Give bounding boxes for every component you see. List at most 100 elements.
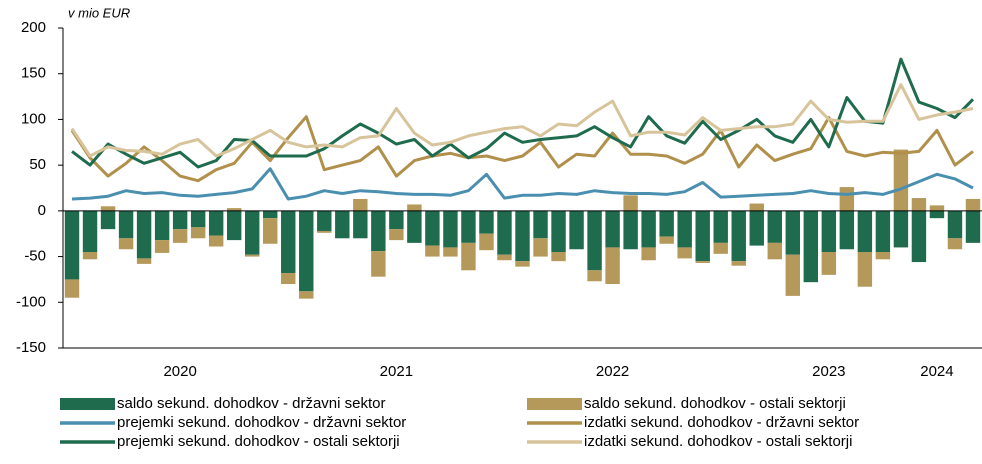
bar [713, 210, 728, 243]
bar [785, 254, 801, 296]
bar [749, 210, 764, 246]
unit-label: v mio EUR [68, 5, 130, 20]
bar [64, 210, 80, 280]
bar [208, 210, 224, 236]
bar [803, 210, 819, 283]
bar [154, 210, 170, 241]
bar [190, 227, 206, 239]
bar [911, 198, 927, 211]
bar [515, 261, 530, 267]
bar [389, 229, 404, 241]
bar [569, 210, 584, 250]
bar [929, 210, 945, 219]
bar [335, 210, 350, 239]
bar [767, 242, 782, 260]
bar [154, 240, 170, 253]
bar [244, 210, 260, 255]
bar [389, 210, 404, 230]
line [70, 83, 974, 158]
bar [695, 261, 710, 263]
bar [407, 210, 422, 243]
bar [172, 210, 188, 230]
bar [731, 210, 746, 262]
bar [533, 238, 548, 257]
y-tick-label: 200 [21, 19, 46, 36]
bar [479, 210, 494, 234]
bar [641, 247, 656, 261]
y-tick-label: 50 [29, 156, 46, 173]
bar [677, 247, 692, 259]
bar [299, 291, 314, 299]
bar [497, 254, 512, 261]
bar [965, 210, 981, 243]
bar [461, 210, 476, 243]
bar [623, 195, 638, 211]
bar [533, 210, 548, 239]
bar [281, 273, 296, 284]
bar [677, 210, 692, 248]
legend-label: izdatki sekund. dohodkov - ostali sektor… [584, 433, 852, 450]
bar [713, 242, 728, 254]
bar [190, 210, 206, 228]
y-tick-label: -50 [24, 248, 46, 265]
bar [605, 210, 620, 248]
bar [82, 252, 98, 260]
bar [317, 230, 332, 233]
bar [641, 210, 656, 248]
bar [551, 252, 566, 262]
x-tick-label: 2023 [812, 363, 845, 380]
bar [551, 210, 566, 252]
bar [425, 210, 440, 246]
line [70, 115, 974, 183]
bar [947, 210, 963, 239]
bar [281, 210, 296, 274]
bar [749, 203, 764, 211]
bar [371, 251, 386, 277]
bar [659, 210, 674, 237]
legend-label: prejemki sekund. dohodkov - državni sekt… [117, 414, 406, 431]
bar [839, 187, 855, 211]
bar [839, 210, 855, 250]
x-tick-label: 2021 [380, 363, 413, 380]
legend-label: izdatki sekund. dohodkov - državni sekto… [584, 414, 859, 431]
legend-swatch [60, 398, 115, 410]
y-tick-label: 100 [21, 110, 46, 127]
bar [353, 210, 368, 239]
bar [172, 229, 188, 243]
bar [100, 206, 116, 211]
bar [425, 245, 440, 257]
bar [118, 210, 134, 239]
y-tick-label: -150 [16, 339, 46, 356]
bar [857, 210, 873, 252]
y-tick-label: 0 [38, 202, 46, 219]
bar [767, 210, 782, 243]
bar [695, 210, 710, 262]
line [71, 167, 974, 201]
bar [911, 210, 927, 263]
bar [605, 247, 620, 284]
bar [587, 270, 602, 282]
bar [947, 238, 963, 250]
bar [479, 233, 494, 251]
bar [497, 210, 512, 255]
bar [875, 252, 891, 260]
x-tick-label: 2022 [596, 363, 629, 380]
legend-label: saldo sekund. dohodkov - ostali sektorji [584, 395, 846, 412]
bar [821, 210, 837, 252]
bar [443, 247, 458, 257]
bar [587, 210, 602, 271]
bar [118, 238, 134, 250]
legend-label: saldo sekund. dohodkov - državni sektor [117, 395, 385, 412]
bar [731, 261, 746, 266]
bar [244, 254, 260, 257]
bar [82, 210, 98, 252]
bar [136, 210, 152, 259]
bar [407, 204, 422, 211]
bar [821, 252, 837, 275]
line [71, 57, 975, 169]
bar [461, 242, 476, 271]
x-tick-label: 2024 [920, 363, 953, 380]
bar [263, 210, 278, 219]
bar [857, 252, 873, 287]
